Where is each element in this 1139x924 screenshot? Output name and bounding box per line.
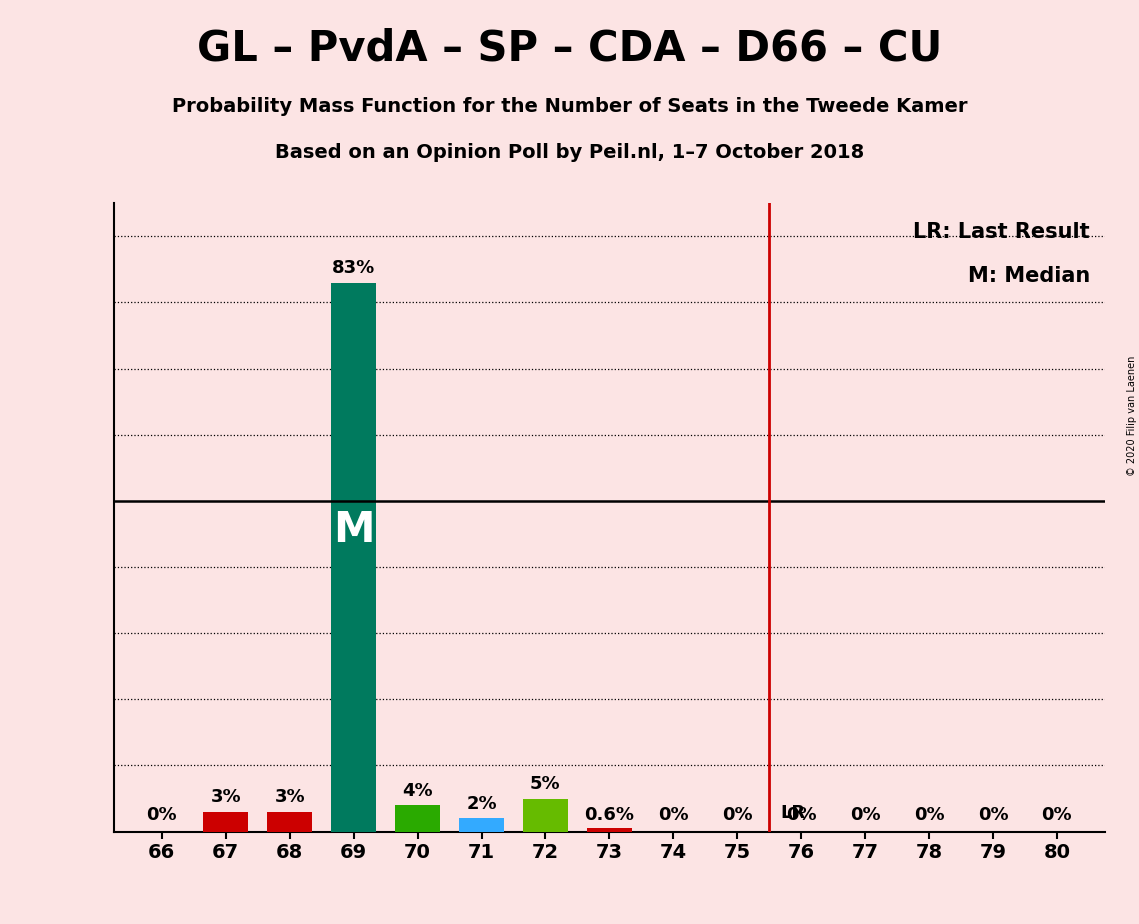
- Text: 5%: 5%: [530, 775, 560, 793]
- Text: 2%: 2%: [466, 795, 497, 813]
- Text: Probability Mass Function for the Number of Seats in the Tweede Kamer: Probability Mass Function for the Number…: [172, 97, 967, 116]
- Text: 0.6%: 0.6%: [584, 806, 634, 823]
- Text: LR: LR: [780, 804, 805, 821]
- Text: 0%: 0%: [658, 806, 689, 823]
- Text: Based on an Opinion Poll by Peil.nl, 1–7 October 2018: Based on an Opinion Poll by Peil.nl, 1–7…: [274, 143, 865, 163]
- Bar: [587, 828, 632, 832]
- Bar: [459, 819, 503, 832]
- Text: 0%: 0%: [850, 806, 880, 823]
- Text: © 2020 Filip van Laenen: © 2020 Filip van Laenen: [1126, 356, 1137, 476]
- Bar: [204, 812, 248, 832]
- Text: 4%: 4%: [402, 782, 433, 800]
- Text: M: M: [333, 509, 375, 551]
- Bar: [331, 283, 376, 832]
- Bar: [268, 812, 312, 832]
- Bar: [395, 805, 440, 832]
- Text: GL – PvdA – SP – CDA – D66 – CU: GL – PvdA – SP – CDA – D66 – CU: [197, 28, 942, 69]
- Text: 0%: 0%: [147, 806, 178, 823]
- Bar: [523, 798, 568, 832]
- Text: 0%: 0%: [977, 806, 1008, 823]
- Text: LR: Last Result: LR: Last Result: [913, 222, 1090, 242]
- Text: 3%: 3%: [211, 788, 241, 807]
- Text: 0%: 0%: [913, 806, 944, 823]
- Text: 0%: 0%: [1041, 806, 1072, 823]
- Text: 83%: 83%: [331, 260, 375, 277]
- Text: 0%: 0%: [786, 806, 817, 823]
- Text: 3%: 3%: [274, 788, 305, 807]
- Text: 0%: 0%: [722, 806, 753, 823]
- Text: M: Median: M: Median: [968, 266, 1090, 286]
